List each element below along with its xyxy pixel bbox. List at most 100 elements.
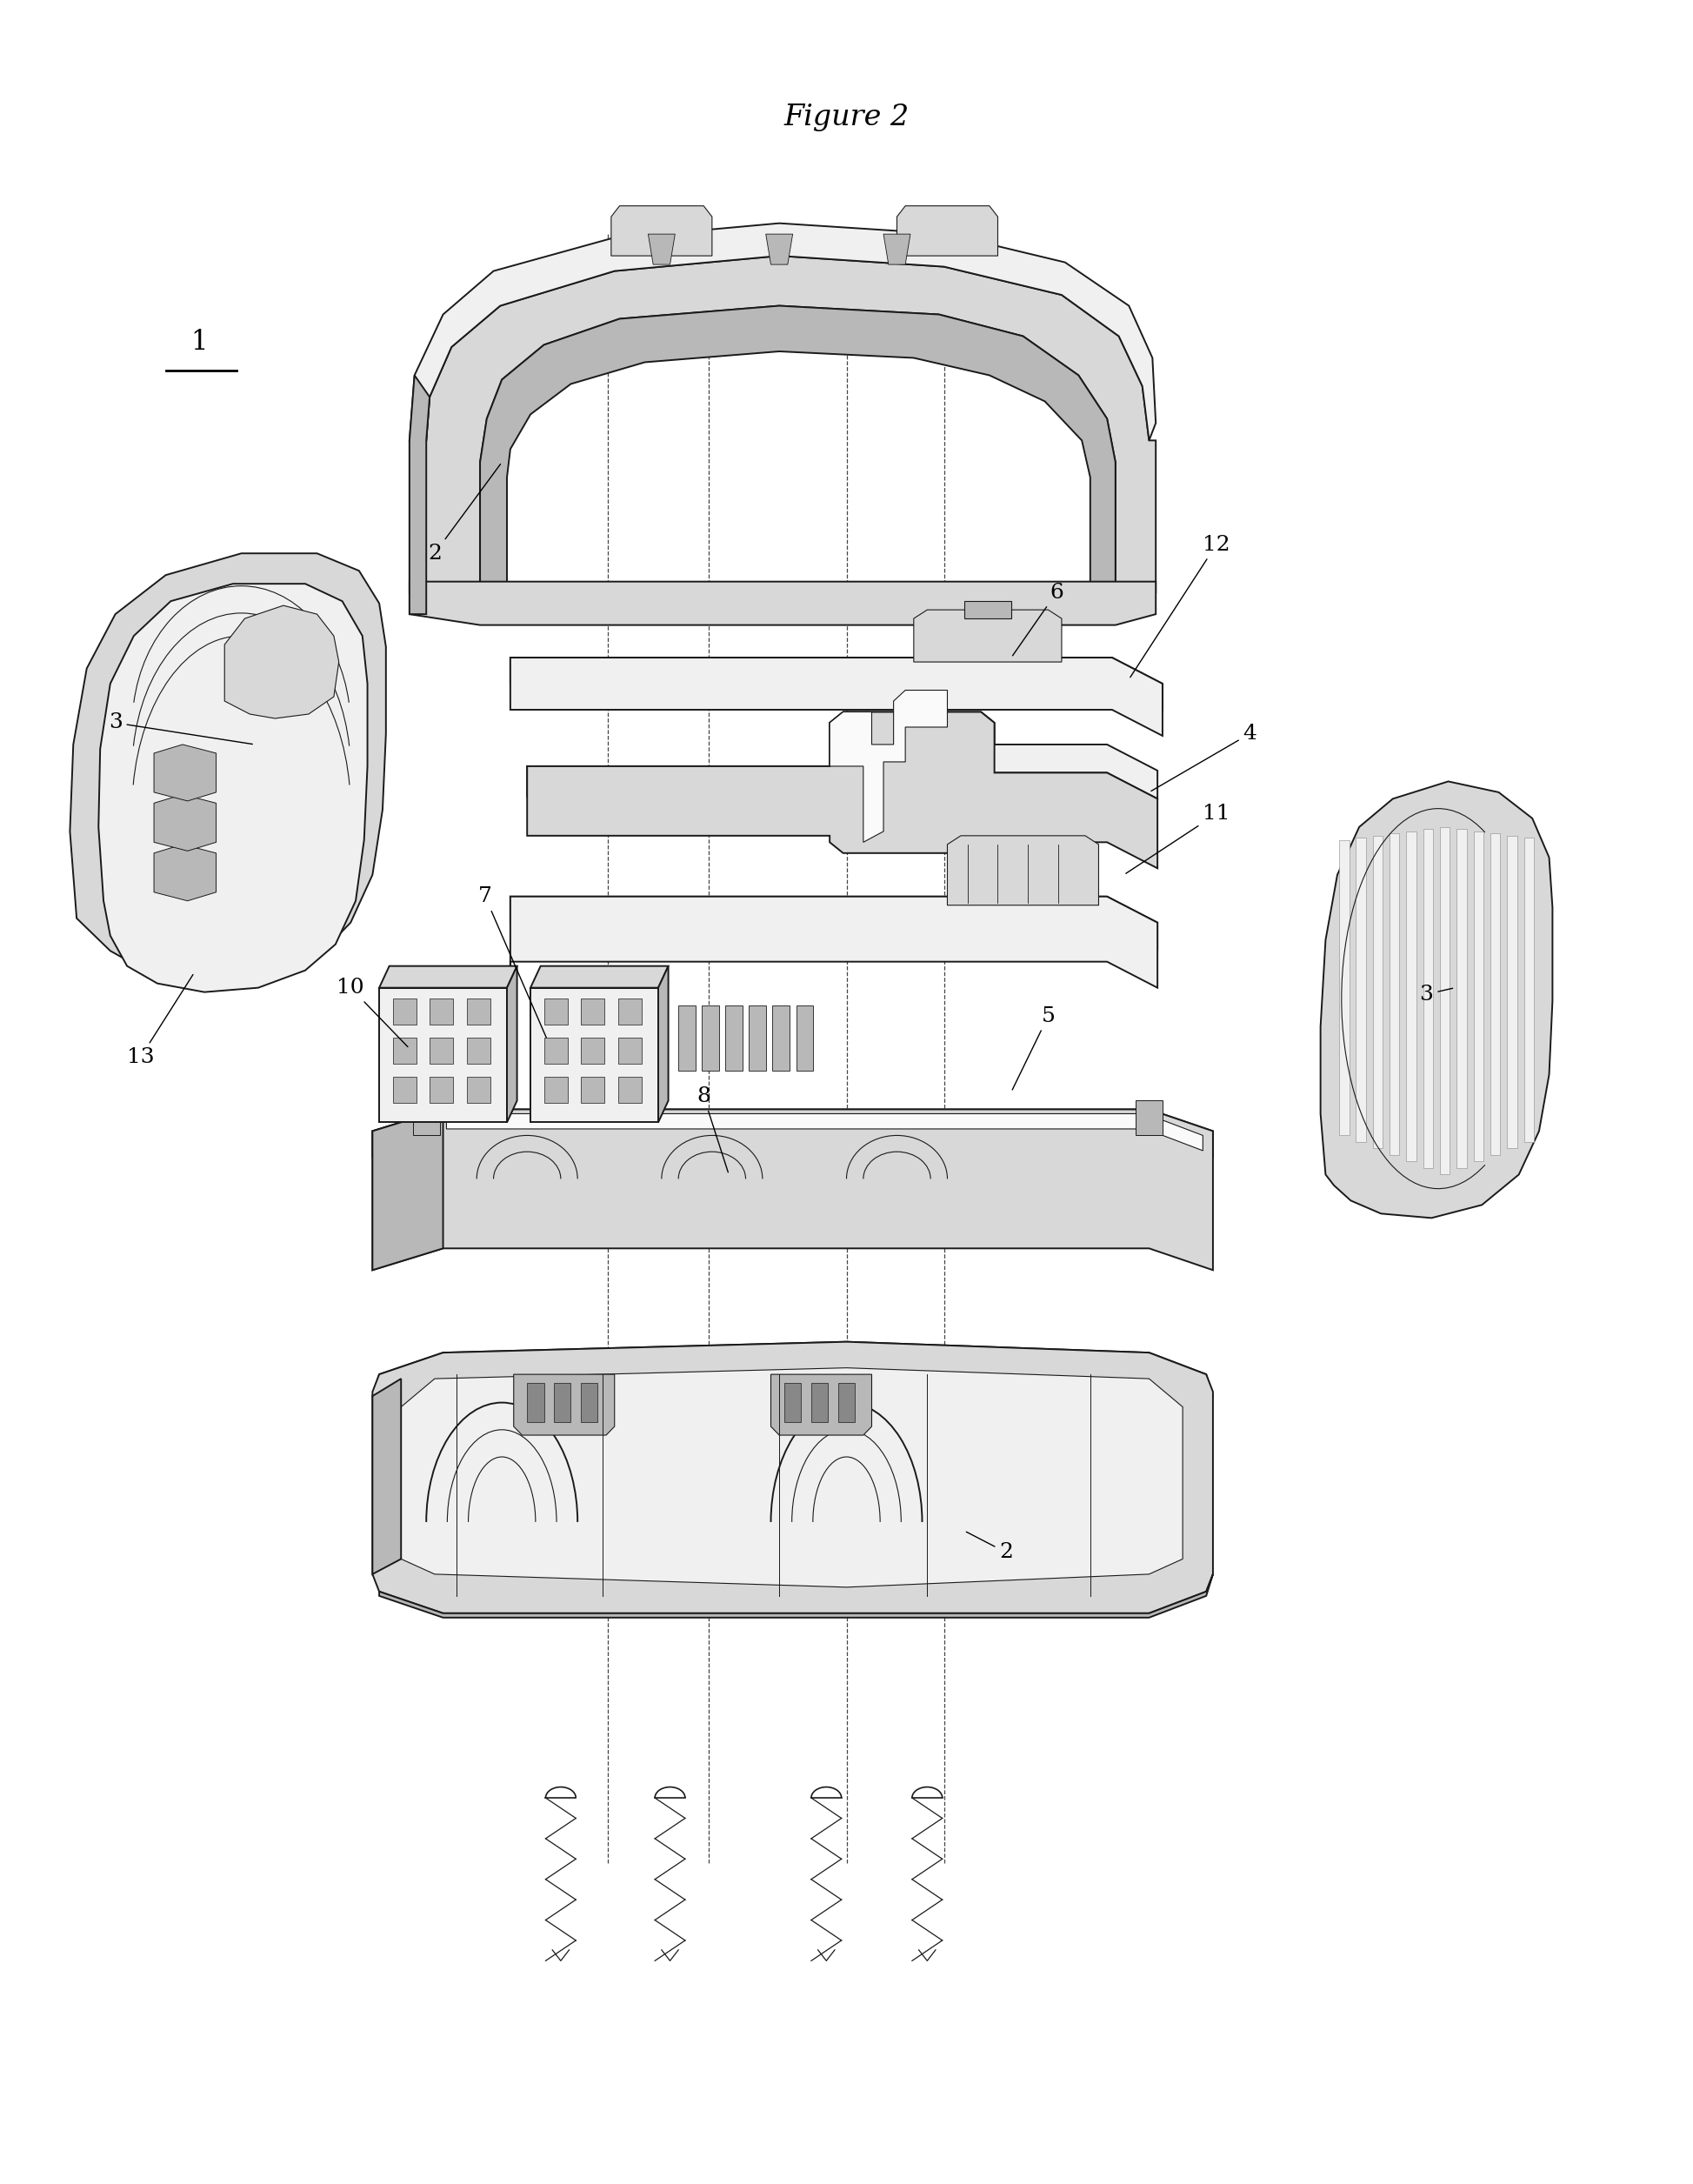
Bar xyxy=(796,1005,813,1070)
Bar xyxy=(430,1077,454,1103)
Text: 5: 5 xyxy=(1012,1007,1055,1090)
Polygon shape xyxy=(413,1101,440,1136)
Bar xyxy=(467,998,491,1024)
Polygon shape xyxy=(513,1374,615,1435)
Text: Figure 2: Figure 2 xyxy=(784,105,909,131)
Polygon shape xyxy=(1407,832,1417,1162)
Polygon shape xyxy=(225,605,339,719)
Bar xyxy=(618,1037,642,1064)
Polygon shape xyxy=(372,1109,1212,1158)
Polygon shape xyxy=(884,234,911,264)
Polygon shape xyxy=(372,1378,401,1575)
Text: 12: 12 xyxy=(1131,535,1231,677)
Polygon shape xyxy=(1339,841,1349,1136)
Polygon shape xyxy=(481,306,1116,592)
Polygon shape xyxy=(1456,830,1466,1168)
Text: 11: 11 xyxy=(1126,804,1231,874)
Bar xyxy=(679,1005,696,1070)
Bar xyxy=(784,1382,801,1422)
Bar xyxy=(467,1077,491,1103)
Polygon shape xyxy=(611,205,713,256)
Bar xyxy=(430,998,454,1024)
Polygon shape xyxy=(447,1114,1202,1151)
Polygon shape xyxy=(948,836,1099,904)
Bar xyxy=(811,1382,828,1422)
Bar xyxy=(581,1077,604,1103)
Polygon shape xyxy=(830,690,948,843)
Polygon shape xyxy=(1473,832,1483,1162)
Polygon shape xyxy=(154,845,217,900)
Bar xyxy=(726,1005,742,1070)
Polygon shape xyxy=(659,965,669,1123)
Polygon shape xyxy=(510,657,1163,736)
Polygon shape xyxy=(410,376,430,614)
Text: 7: 7 xyxy=(477,887,547,1037)
Bar xyxy=(527,1382,543,1422)
Polygon shape xyxy=(1373,836,1383,1149)
Polygon shape xyxy=(379,987,506,1123)
Polygon shape xyxy=(372,1109,1212,1271)
Polygon shape xyxy=(914,609,1062,662)
Bar xyxy=(581,1037,604,1064)
Polygon shape xyxy=(527,712,1158,869)
Polygon shape xyxy=(401,1367,1183,1588)
Bar xyxy=(543,1037,567,1064)
Polygon shape xyxy=(897,205,997,256)
Polygon shape xyxy=(770,1374,872,1435)
Bar xyxy=(393,1037,416,1064)
Polygon shape xyxy=(527,712,1158,799)
Text: 2: 2 xyxy=(967,1531,1012,1562)
Polygon shape xyxy=(1524,839,1534,1142)
Polygon shape xyxy=(506,965,516,1123)
Polygon shape xyxy=(1507,836,1517,1149)
Polygon shape xyxy=(648,234,676,264)
Bar xyxy=(838,1382,855,1422)
Bar xyxy=(543,998,567,1024)
Polygon shape xyxy=(765,234,792,264)
Text: 4: 4 xyxy=(1151,723,1256,791)
Polygon shape xyxy=(965,601,1011,618)
Bar xyxy=(748,1005,765,1070)
Text: 3: 3 xyxy=(108,712,252,745)
Polygon shape xyxy=(510,895,1158,948)
Text: 2: 2 xyxy=(428,463,501,563)
Polygon shape xyxy=(1390,834,1400,1155)
Bar xyxy=(772,1005,789,1070)
Text: 13: 13 xyxy=(127,974,193,1068)
Polygon shape xyxy=(69,553,386,983)
Polygon shape xyxy=(379,1575,1212,1618)
Polygon shape xyxy=(530,965,669,987)
Bar xyxy=(543,1077,567,1103)
Bar xyxy=(703,1005,720,1070)
Bar xyxy=(430,1037,454,1064)
Polygon shape xyxy=(1490,834,1500,1155)
Polygon shape xyxy=(510,895,1158,987)
Text: 10: 10 xyxy=(337,978,408,1046)
Bar xyxy=(393,998,416,1024)
Polygon shape xyxy=(372,1109,444,1271)
Polygon shape xyxy=(1356,839,1366,1142)
Polygon shape xyxy=(410,223,1156,441)
Polygon shape xyxy=(410,256,1156,592)
Polygon shape xyxy=(1321,782,1552,1219)
Polygon shape xyxy=(98,583,367,992)
Bar xyxy=(618,998,642,1024)
Polygon shape xyxy=(372,1341,1212,1413)
Polygon shape xyxy=(410,581,1156,625)
Bar xyxy=(618,1077,642,1103)
Polygon shape xyxy=(379,965,516,987)
Polygon shape xyxy=(530,987,659,1123)
Text: 8: 8 xyxy=(698,1085,728,1173)
Bar xyxy=(581,1382,598,1422)
Bar xyxy=(393,1077,416,1103)
Polygon shape xyxy=(1136,1101,1163,1136)
Polygon shape xyxy=(1439,828,1449,1175)
Bar xyxy=(581,998,604,1024)
Polygon shape xyxy=(372,1341,1212,1614)
Text: 1: 1 xyxy=(191,330,208,356)
Bar xyxy=(467,1037,491,1064)
Polygon shape xyxy=(154,795,217,852)
Text: 6: 6 xyxy=(1012,583,1063,655)
Polygon shape xyxy=(154,745,217,802)
Bar xyxy=(554,1382,571,1422)
